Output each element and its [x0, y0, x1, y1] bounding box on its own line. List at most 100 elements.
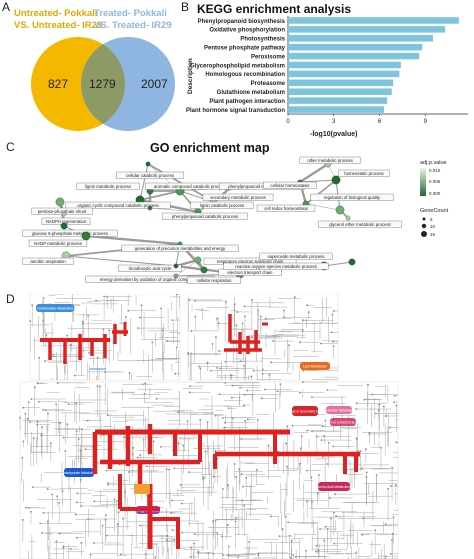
panel-label-c: C	[6, 140, 15, 154]
map-node	[226, 524, 229, 526]
kegg-bar	[288, 26, 446, 33]
map-node	[223, 426, 226, 429]
venn-overlap-count: 1279	[89, 77, 116, 91]
map-node	[272, 340, 275, 342]
map-node	[227, 484, 230, 486]
legend-count-dot-3	[421, 231, 427, 237]
go-node-box	[65, 201, 171, 209]
go-edge	[139, 163, 149, 201]
go-node-label: cellular respiration	[197, 278, 232, 283]
map-node	[219, 367, 222, 370]
map-node	[224, 360, 227, 363]
map-node	[58, 422, 61, 425]
map-category-label: Amino Acid Metabolism	[317, 485, 350, 489]
go-node-label: cell redox homeostasis	[264, 206, 308, 211]
map-node	[365, 476, 368, 478]
map-node	[276, 390, 279, 393]
map-node	[24, 412, 27, 415]
map-node	[328, 497, 331, 499]
map-node	[285, 442, 288, 445]
map-node	[25, 506, 28, 509]
kegg-category-label: Homologous recombination	[205, 72, 285, 78]
map-node	[122, 517, 125, 520]
go-network: cellular catabolic process lignin metabol…	[22, 156, 449, 284]
go-node-dot	[55, 197, 65, 207]
go-node-dot	[348, 258, 356, 266]
map-node	[324, 525, 327, 528]
map-node	[93, 500, 96, 503]
map-node	[331, 313, 334, 316]
go-node-box	[22, 257, 74, 265]
map-node	[26, 417, 29, 420]
map-node	[321, 456, 324, 458]
map-node	[317, 549, 320, 552]
go-node-dot	[61, 211, 67, 217]
map-node	[33, 386, 36, 389]
map-node	[235, 476, 238, 478]
map-node	[332, 340, 334, 343]
go-node-label: NADP metabolic process	[34, 241, 82, 246]
go-node-dot	[345, 215, 351, 221]
go-node-label: pentose-phosphate shunt	[38, 209, 87, 214]
go-node-dot	[173, 273, 179, 279]
go-edge	[323, 261, 353, 267]
map-node	[260, 397, 263, 400]
map-node	[246, 389, 249, 392]
map-node	[216, 366, 219, 369]
map-node	[288, 344, 290, 347]
map-node	[106, 534, 108, 537]
map-node	[88, 352, 90, 354]
map-node	[212, 552, 215, 555]
map-node	[80, 428, 83, 430]
map-node	[332, 445, 335, 448]
map-category-box	[36, 304, 74, 312]
map-node	[334, 493, 337, 495]
kegg-bar	[288, 17, 459, 24]
map-node	[256, 418, 259, 421]
map-node	[22, 440, 25, 443]
map-node	[22, 518, 24, 521]
map-node	[74, 513, 77, 516]
map-node	[212, 475, 215, 478]
map-node	[37, 400, 40, 403]
map-node	[165, 539, 168, 542]
kegg-bar-chart: Description -log10(pvalue) Phenylpropano…	[186, 16, 468, 138]
map-node	[216, 457, 219, 460]
map-node	[211, 343, 214, 345]
map-node	[264, 317, 267, 320]
map-node	[179, 484, 182, 486]
legend-count-val-2: 10	[430, 224, 436, 229]
go-node-label: organic cyclic compound catabolic proces…	[77, 203, 158, 208]
map-node	[268, 373, 271, 376]
go-edge	[65, 255, 177, 267]
map-node	[22, 406, 25, 409]
map-node	[187, 351, 190, 354]
kegg-title: KEGG enrichment analysis	[197, 2, 352, 16]
map-node	[221, 488, 224, 490]
map-node	[32, 437, 35, 439]
map-node	[361, 533, 364, 536]
go-node-label: electron transport chain	[228, 270, 274, 275]
go-node-label: secondary metabolic process	[210, 195, 266, 200]
map-node	[170, 512, 172, 514]
map-node	[75, 402, 78, 405]
map-node	[166, 339, 169, 342]
kegg-bar	[288, 88, 392, 95]
map-node	[222, 554, 225, 556]
map-node	[305, 469, 308, 472]
map-node	[302, 381, 304, 383]
go-edge	[139, 190, 181, 201]
map-node	[161, 328, 164, 331]
venn-right-label-1: Treated- Pokkali	[94, 8, 167, 19]
map-node	[180, 502, 183, 505]
map-node	[30, 398, 33, 400]
legend-count-val-3: 15	[430, 232, 436, 237]
go-node-dot	[145, 161, 151, 167]
map-node	[19, 416, 22, 419]
go-node-box	[190, 201, 254, 209]
map-node	[30, 510, 32, 513]
map-node	[321, 425, 324, 428]
map-node	[218, 393, 221, 396]
map-node	[177, 442, 180, 444]
map-node	[44, 409, 47, 412]
